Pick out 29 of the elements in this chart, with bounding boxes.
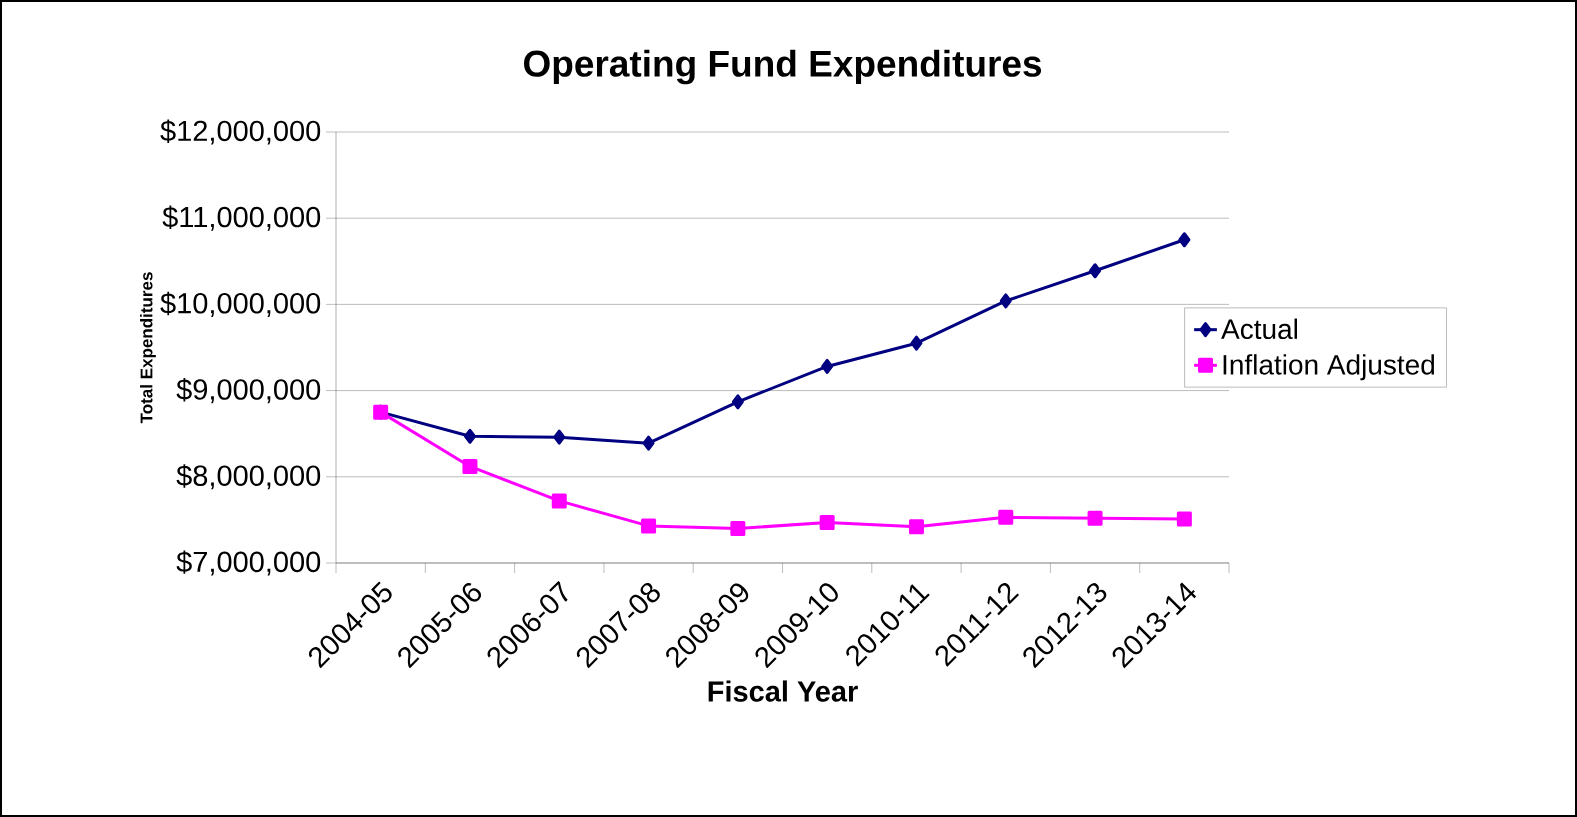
point [1178, 232, 1191, 248]
point [908, 519, 924, 535]
point [641, 518, 657, 534]
point [1176, 511, 1192, 527]
chart-title: Operating Fund Expenditures [523, 49, 1042, 85]
point [910, 335, 923, 351]
point [821, 358, 834, 374]
x-axis-title: Fiscal Year [708, 680, 858, 702]
point [642, 435, 655, 451]
y-tick-label: $9,000,000 [176, 377, 321, 404]
point [999, 293, 1012, 309]
y-axis-title: Total Expenditures [140, 272, 156, 424]
point [731, 394, 744, 410]
y-tick-label: $10,000,000 [160, 291, 321, 317]
point [1089, 263, 1102, 279]
point [730, 521, 746, 537]
y-tick-label: $12,000,000 [160, 119, 321, 145]
y-tick-label: $8,000,000 [176, 464, 321, 490]
legend-label: Actual [1221, 318, 1297, 340]
legend-label: Inflation Adjusted [1223, 354, 1434, 381]
point [553, 429, 566, 445]
point [998, 509, 1014, 525]
y-tick-label: $7,000,000 [176, 550, 321, 576]
point [819, 514, 835, 530]
point [551, 493, 567, 509]
y-tick-label: $11,000,000 [162, 205, 321, 231]
point [463, 428, 476, 444]
point [1087, 510, 1103, 526]
point [462, 458, 478, 474]
